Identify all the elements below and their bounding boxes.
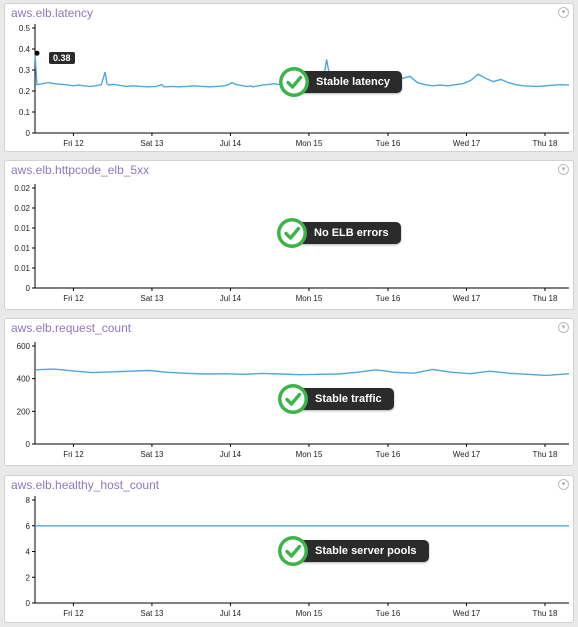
x-tick-label: Mon 15 <box>296 294 323 303</box>
y-tick-label: 0.01 <box>14 224 30 233</box>
data-point-marker <box>34 50 40 56</box>
x-tick-label: Thu 18 <box>533 294 558 303</box>
latency-chart: 0.5 0.4 0.3 0.2 0.1 0 Fri 12 Sat 13 Jul 14 Mon 15… <box>19 24 570 148</box>
x-tick-label: Tue 16 <box>376 450 401 459</box>
x-tick-label: Tue 16 <box>376 294 401 303</box>
x-tick-label: Jul 14 <box>220 294 242 303</box>
y-tick-label: 0.01 <box>14 264 30 273</box>
y-tick-label: 8 <box>26 496 31 505</box>
x-tick-label: Thu 18 <box>533 139 558 148</box>
x-tick-label: Fri 12 <box>63 294 84 303</box>
chevron-down-circle-icon[interactable]: ▾ <box>558 479 569 490</box>
check-circle-icon <box>278 536 308 566</box>
y-tick-label: 0.01 <box>14 244 30 253</box>
annotation-badge: No ELB errors <box>276 217 401 249</box>
x-tick-label: Jul 14 <box>220 450 242 459</box>
elb-5xx-panel: aws.elb.httpcode_elb_5xx ▾ 0.02 0.02 0.01 0… <box>4 160 574 310</box>
healthy-host-chart: 8 6 4 2 0 Fri 12 Sat 13 Jul 14 Mon 15 Tue 16 Wed 1… <box>26 496 569 618</box>
annotation-label: No ELB errors <box>288 222 401 244</box>
check-circle-icon <box>278 384 308 414</box>
y-tick-label: 2 <box>26 573 31 582</box>
panel-title: aws.elb.request_count <box>11 321 132 335</box>
x-tick-label: Tue 16 <box>376 609 401 618</box>
check-circle-icon <box>277 218 307 248</box>
x-tick-label: Mon 15 <box>296 139 323 148</box>
y-tick-label: 6 <box>26 522 31 531</box>
annotation-badge: Stable server pools <box>277 535 429 567</box>
chevron-down-circle-icon[interactable]: ▾ <box>558 7 569 18</box>
series-line <box>34 53 570 88</box>
y-tick-label: 0.3 <box>19 66 31 75</box>
check-circle-icon <box>279 67 309 97</box>
annotation-badge: Stable latency <box>278 66 402 98</box>
y-tick-label: 0.4 <box>19 45 31 54</box>
x-tick-label: Wed 17 <box>453 450 481 459</box>
x-tick-label: Fri 12 <box>63 139 84 148</box>
x-tick-label: Wed 17 <box>453 139 481 148</box>
y-tick-label: 200 <box>17 407 31 416</box>
x-tick-label: Sat 13 <box>140 294 164 303</box>
y-tick-label: 600 <box>17 342 31 351</box>
panel-title: aws.elb.httpcode_elb_5xx <box>11 163 150 177</box>
elb-5xx-chart: 0.02 0.02 0.01 0.01 0.01 0 Fri 12 Sat 13 Jul 14 M… <box>14 184 569 303</box>
y-tick-label: 0 <box>26 599 31 608</box>
y-tick-label: 0.02 <box>14 204 30 213</box>
annotation-label: Stable traffic <box>289 388 394 410</box>
annotation-label: Stable server pools <box>289 540 429 562</box>
annotation-label: Stable latency <box>290 71 402 93</box>
y-tick-label: 400 <box>17 375 31 384</box>
chevron-down-circle-icon[interactable]: ▾ <box>558 322 569 333</box>
x-tick-label: Tue 16 <box>376 139 401 148</box>
x-tick-label: Fri 12 <box>63 450 84 459</box>
x-tick-label: Sat 13 <box>140 139 164 148</box>
x-tick-label: Wed 17 <box>453 294 481 303</box>
y-tick-label: 0 <box>26 129 31 138</box>
x-tick-label: Wed 17 <box>453 609 481 618</box>
x-tick-label: Sat 13 <box>140 609 164 618</box>
x-tick-label: Thu 18 <box>533 609 558 618</box>
y-tick-label: 0.1 <box>19 108 31 117</box>
x-tick-label: Thu 18 <box>533 450 558 459</box>
x-tick-label: Mon 15 <box>296 609 323 618</box>
y-tick-label: 0.02 <box>14 184 30 193</box>
annotation-badge: Stable traffic <box>277 383 394 415</box>
series-line <box>34 368 570 377</box>
x-tick-label: Jul 14 <box>220 139 242 148</box>
panel-title: aws.elb.latency <box>11 6 94 20</box>
latency-panel: aws.elb.latency ▾ 0.5 0.4 0.3 0.2 0.1 0 Fri 12… <box>4 3 574 152</box>
healthy-host-panel: aws.elb.healthy_host_count ▾ 8 6 4 2 0 Fri 12… <box>4 475 574 623</box>
request-count-panel: aws.elb.request_count ▾ 600 400 200 0 Fri 12… <box>4 318 574 466</box>
request-count-chart: 600 400 200 0 Fri 12 Sat 13 Jul 14 Mon 15 Tue 16… <box>17 342 570 459</box>
x-tick-label: Jul 14 <box>220 609 242 618</box>
panel-title: aws.elb.healthy_host_count <box>11 478 160 492</box>
y-tick-label: 0 <box>26 440 31 449</box>
latency-tooltip: 0.38 <box>49 52 75 64</box>
x-tick-label: Sat 13 <box>140 450 164 459</box>
x-tick-label: Mon 15 <box>296 450 323 459</box>
y-tick-label: 0.5 <box>19 24 31 33</box>
chevron-down-circle-icon[interactable]: ▾ <box>558 164 569 175</box>
y-tick-label: 0.2 <box>19 87 31 96</box>
y-tick-label: 0 <box>26 284 31 293</box>
x-tick-label: Fri 12 <box>63 609 84 618</box>
y-tick-label: 4 <box>26 548 31 557</box>
